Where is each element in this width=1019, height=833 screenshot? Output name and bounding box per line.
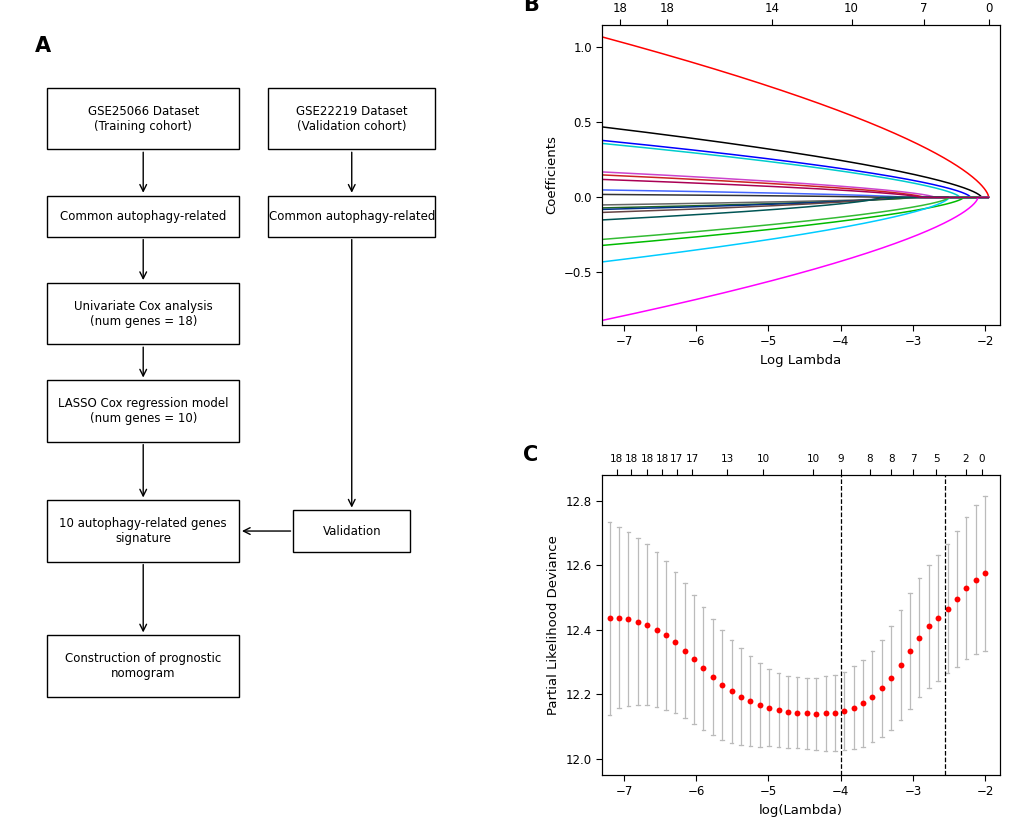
Text: GSE25066 Dataset
(Training cohort): GSE25066 Dataset (Training cohort) <box>88 105 199 132</box>
Text: Common autophagy-related: Common autophagy-related <box>60 210 226 222</box>
Point <box>648 623 664 636</box>
FancyBboxPatch shape <box>47 88 238 149</box>
Point <box>713 678 730 691</box>
Point <box>733 690 749 703</box>
Point <box>722 685 739 698</box>
Point <box>610 611 627 624</box>
Text: 10 autophagy-related genes
signature: 10 autophagy-related genes signature <box>59 517 227 545</box>
FancyBboxPatch shape <box>47 196 238 237</box>
Point <box>873 681 890 695</box>
Text: GSE22219 Dataset
(Validation cohort): GSE22219 Dataset (Validation cohort) <box>296 105 408 132</box>
Point <box>601 611 618 625</box>
Point <box>629 615 645 628</box>
Point <box>816 706 833 720</box>
FancyBboxPatch shape <box>47 381 238 441</box>
Text: Univariate Cox analysis
(num genes = 18): Univariate Cox analysis (num genes = 18) <box>73 300 212 327</box>
FancyBboxPatch shape <box>47 501 238 561</box>
Text: C: C <box>523 445 538 465</box>
Point <box>769 704 786 717</box>
Text: Common autophagy-related: Common autophagy-related <box>268 210 434 222</box>
Point <box>854 696 870 710</box>
Y-axis label: Partial Likelihood Deviance: Partial Likelihood Deviance <box>546 535 559 715</box>
Point <box>780 706 796 719</box>
Text: B: B <box>523 0 538 15</box>
Point <box>704 671 720 684</box>
Point <box>760 701 776 714</box>
Point <box>892 658 908 671</box>
Point <box>789 706 805 720</box>
Point <box>695 661 711 675</box>
FancyBboxPatch shape <box>293 511 410 551</box>
X-axis label: Log Lambda: Log Lambda <box>759 354 841 367</box>
Point <box>666 636 683 649</box>
Point <box>957 581 973 595</box>
Point <box>751 698 767 711</box>
Point <box>807 707 823 721</box>
Point <box>929 611 946 625</box>
Point <box>845 701 861 714</box>
Text: LASSO Cox regression model
(num genes = 10): LASSO Cox regression model (num genes = … <box>58 397 228 425</box>
Point <box>798 706 814 720</box>
Point <box>901 644 917 657</box>
Point <box>938 602 955 616</box>
Point <box>836 704 852 717</box>
Point <box>657 629 674 642</box>
Point <box>882 671 899 685</box>
Point <box>910 631 926 644</box>
Text: Validation: Validation <box>322 525 381 537</box>
Point <box>920 620 936 633</box>
FancyBboxPatch shape <box>47 636 238 696</box>
Point <box>826 706 843 720</box>
Point <box>620 612 636 626</box>
Point <box>863 690 879 703</box>
FancyBboxPatch shape <box>47 283 238 344</box>
Point <box>967 573 983 586</box>
Point <box>948 592 964 606</box>
FancyBboxPatch shape <box>268 88 435 149</box>
Text: Construction of prognostic
nomogram: Construction of prognostic nomogram <box>65 652 221 680</box>
Y-axis label: Coefficients: Coefficients <box>544 136 557 214</box>
FancyBboxPatch shape <box>268 196 435 237</box>
Point <box>742 695 758 708</box>
X-axis label: log(Lambda): log(Lambda) <box>758 804 842 816</box>
Text: A: A <box>35 37 51 57</box>
Point <box>676 644 692 657</box>
Point <box>685 652 701 666</box>
Point <box>976 566 993 580</box>
Point <box>638 618 654 631</box>
